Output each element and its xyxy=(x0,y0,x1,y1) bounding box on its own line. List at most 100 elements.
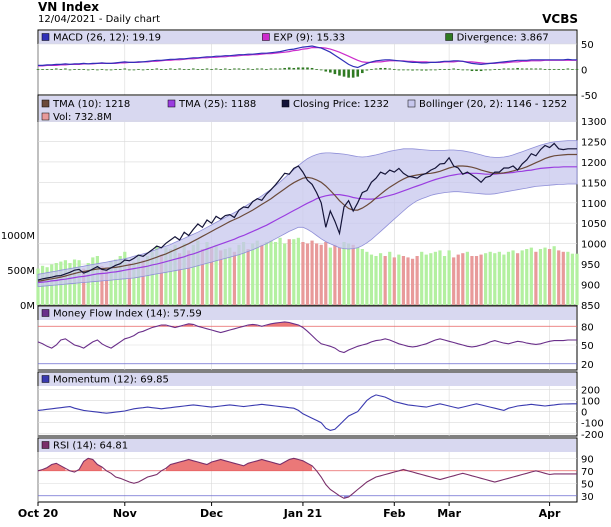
volume-bar xyxy=(260,244,264,305)
macd-divergence-bar xyxy=(543,68,547,70)
volume-bar xyxy=(173,244,177,305)
price-y-tick-label: 950 xyxy=(581,260,600,271)
volume-bar xyxy=(191,244,195,305)
macd-divergence-bar xyxy=(173,68,177,70)
volume-bar xyxy=(552,246,556,305)
volume-bar xyxy=(182,243,186,305)
macd-legend-label: EXP (9): 15.33 xyxy=(273,33,345,44)
volume-bar xyxy=(337,247,342,305)
volume-bar xyxy=(292,239,296,305)
macd-divergence-bar xyxy=(192,68,195,70)
macd-divergence-bar xyxy=(155,68,159,70)
price-legend-swatch xyxy=(167,99,176,108)
macd-divergence-bar xyxy=(493,68,497,70)
volume-bar xyxy=(415,256,419,305)
chart-subtitle: 12/04/2021 - Daily chart xyxy=(38,14,161,25)
volume-bar xyxy=(241,242,246,305)
volume-bar xyxy=(570,253,575,305)
mfi-y-tick-label: 20 xyxy=(581,360,594,371)
volume-bar xyxy=(168,249,173,305)
volume-bar xyxy=(474,256,479,305)
macd-divergence-bar xyxy=(310,67,314,70)
macd-divergence-bar xyxy=(219,68,223,70)
volume-bar xyxy=(159,254,163,305)
macd-divergence-bar xyxy=(397,69,401,71)
volume-bar xyxy=(324,242,328,305)
volume-bar xyxy=(301,242,305,305)
macd-divergence-bar xyxy=(132,69,136,71)
macd-divergence-bar xyxy=(260,68,264,70)
volume-bar xyxy=(118,256,122,305)
rsi-y-tick-label: 90 xyxy=(581,454,594,465)
volume-bar xyxy=(287,239,291,305)
volume-bar xyxy=(566,251,570,305)
macd-divergence-bar xyxy=(548,68,551,70)
volume-bar xyxy=(424,254,428,305)
macd-divergence-bar xyxy=(557,68,561,70)
macd-divergence-bar xyxy=(365,69,369,71)
volume-bar xyxy=(278,237,282,305)
price-y-tick-label: 1300 xyxy=(581,117,606,128)
volume-bar xyxy=(406,257,410,305)
volume-bar xyxy=(347,243,351,305)
macd-divergence-bar xyxy=(575,68,579,70)
volume-bar xyxy=(187,250,191,305)
macd-divergence-bar xyxy=(41,68,44,70)
volume-bar xyxy=(132,261,136,305)
macd-divergence-bar xyxy=(402,69,405,71)
volume-bar xyxy=(534,251,538,305)
macd-divergence-bar xyxy=(100,68,104,70)
volume-bar xyxy=(246,249,250,305)
macd-divergence-bar xyxy=(530,68,533,70)
volume-bar xyxy=(104,267,109,305)
volume-bar xyxy=(109,261,113,305)
volume-bar xyxy=(141,260,145,305)
macd-y-tick-label: 50 xyxy=(581,40,594,51)
volume-bar xyxy=(155,246,159,305)
macd-legend-swatch xyxy=(445,33,453,41)
macd-divergence-bar xyxy=(338,69,341,76)
volume-bar xyxy=(392,257,396,305)
volume-bar xyxy=(497,251,501,305)
macd-divergence-bar xyxy=(141,69,145,71)
macd-divergence-bar xyxy=(520,68,524,70)
macd-divergence-bar xyxy=(324,69,328,72)
macd-divergence-bar xyxy=(566,68,570,70)
macd-divergence-bar xyxy=(292,67,296,70)
macd-divergence-bar xyxy=(269,68,273,70)
x-axis-label: Nov xyxy=(113,507,138,520)
volume-bar xyxy=(237,244,241,305)
macd-divergence-bar xyxy=(552,68,556,70)
macd-divergence-bar xyxy=(498,68,501,70)
volume-bar xyxy=(378,253,383,305)
macd-divergence-bar xyxy=(233,68,236,70)
volume-bar xyxy=(442,256,447,305)
macd-divergence-bar xyxy=(73,68,76,70)
macd-divergence-bar xyxy=(109,69,113,71)
volume-bar xyxy=(264,242,268,305)
macd-divergence-bar xyxy=(246,68,250,70)
macd-divergence-bar xyxy=(187,68,191,70)
price-legend-label: Closing Price: 1232 xyxy=(293,99,389,110)
price-y-tick-label: 900 xyxy=(581,281,600,292)
rsi-y-tick-label: 30 xyxy=(581,492,594,503)
volume-bar xyxy=(388,251,392,305)
volume-bar xyxy=(461,253,465,305)
macd-divergence-bar xyxy=(64,68,67,70)
momentum-y-tick-label: -100 xyxy=(581,419,604,430)
price-legend-swatch xyxy=(41,112,50,121)
volume-bar xyxy=(82,268,86,305)
macd-divergence-bar xyxy=(297,67,300,70)
volume-bar xyxy=(223,249,227,305)
volume-bar xyxy=(525,249,529,305)
macd-divergence-bar xyxy=(50,68,54,70)
volume-bar xyxy=(493,253,497,305)
volume-bar xyxy=(401,256,406,305)
macd-divergence-bar xyxy=(287,67,291,70)
volume-bar xyxy=(374,256,378,305)
x-axis-label: Dec xyxy=(200,507,223,520)
macd-divergence-bar xyxy=(379,67,382,70)
macd-line xyxy=(38,45,577,69)
macd-divergence-bar xyxy=(356,69,360,77)
price-legend-label: TMA (10): 1218 xyxy=(52,99,130,110)
